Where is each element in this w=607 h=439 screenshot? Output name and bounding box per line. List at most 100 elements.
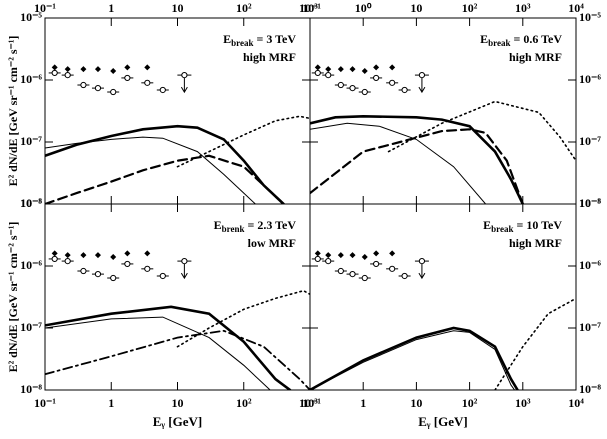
- data-point: [325, 257, 332, 265]
- curve: [310, 128, 524, 204]
- x-tick-label: 10: [410, 1, 422, 15]
- annotation-note: low MRF: [248, 236, 296, 250]
- y-tick-label: 10⁻⁶: [20, 72, 42, 86]
- x-tick-label: 10⁻¹: [34, 1, 56, 15]
- data-point: [401, 86, 408, 94]
- diamond-point: [349, 66, 356, 73]
- y-tick-label: 10⁻⁸: [20, 382, 42, 396]
- data-point: [373, 260, 380, 268]
- y-tick-label: 10⁻⁶: [579, 258, 601, 272]
- data-point: [80, 81, 87, 89]
- diamond-point: [144, 64, 151, 71]
- diamond-point: [389, 250, 396, 257]
- annotation-subscript: break: [491, 224, 513, 234]
- x-axis-label: Eᵧ [GeV]: [418, 414, 468, 429]
- data-point: [314, 69, 321, 77]
- y-tick-label: 10⁻⁸: [20, 196, 42, 210]
- diamond-point: [373, 64, 380, 71]
- annotation-text: = 2.3 TeV: [244, 218, 296, 232]
- curve: [45, 316, 271, 390]
- x-tick-label: 1: [108, 396, 114, 410]
- diamond-point: [314, 250, 321, 257]
- diamond-point: [110, 67, 117, 74]
- data-point: [349, 85, 356, 92]
- annotation-symbol: E: [214, 218, 222, 232]
- upper-limit: [181, 71, 188, 79]
- data-point: [124, 74, 131, 82]
- diamond-point: [337, 252, 344, 259]
- data-point: [325, 71, 332, 79]
- y-tick-label: 10⁻⁵: [20, 196, 42, 210]
- diamond-point: [51, 64, 58, 71]
- y-tick-label: 10⁻⁶: [579, 72, 601, 86]
- x-tick-label: 10⁻¹: [299, 396, 321, 410]
- annotation-text: = 3 TeV: [253, 32, 296, 46]
- diamond-point: [337, 66, 344, 73]
- curve: [45, 154, 285, 204]
- curves: [310, 297, 576, 390]
- x-tick-label: 10²: [462, 396, 478, 410]
- data-point: [110, 88, 117, 96]
- curve: [45, 305, 292, 390]
- x-tick-label: 10²: [462, 1, 478, 15]
- x-tick-label: 10⁰: [355, 1, 372, 15]
- y-tick-label: 10⁻⁶: [20, 258, 42, 272]
- y-axis-label: E² dN/dE [GeV sr⁻¹ cm⁻² s⁻¹]: [6, 36, 20, 187]
- curve: [176, 289, 310, 348]
- annotation-note: high MRF: [243, 50, 296, 64]
- diamond-point: [144, 250, 151, 257]
- annotation-text: = 10 TeV: [513, 218, 562, 232]
- curve: [310, 330, 516, 390]
- y-tick-label: 10⁻⁵: [579, 10, 601, 24]
- curve: [176, 115, 310, 168]
- y-tick-label: 10⁻⁸: [579, 196, 601, 210]
- curve: [310, 326, 519, 390]
- x-tick-label: 10: [410, 396, 422, 410]
- annotation-symbol: E: [480, 32, 488, 46]
- x-tick-label: 10: [172, 1, 184, 15]
- x-tick-label: 10²: [236, 1, 252, 15]
- y-tick-label: 10⁻⁷: [20, 134, 42, 148]
- y-axis-label: E² dN/dE [GeV sr⁻¹ cm⁻² s⁻¹]: [6, 222, 20, 373]
- annotation-symbol: E: [483, 218, 491, 232]
- diamond-point: [80, 252, 87, 259]
- data-point: [389, 265, 396, 272]
- x-tick-label: 10²: [236, 396, 252, 410]
- y-tick-label: 10⁻⁷: [579, 134, 601, 148]
- x-tick-label: 10³: [302, 1, 318, 15]
- data-point: [314, 255, 321, 263]
- data-point: [144, 79, 151, 86]
- data-point: [144, 265, 151, 272]
- diamond-point: [325, 252, 332, 259]
- diamond-point: [373, 250, 380, 257]
- x-tick-label: 10³: [515, 1, 531, 15]
- annotation-note: high MRF: [509, 50, 562, 64]
- data-point: [361, 274, 368, 282]
- x-tick-label: 1: [108, 1, 114, 15]
- x-tick-label: 10⁴: [568, 396, 584, 410]
- annotation-subscript: brenk: [222, 224, 245, 234]
- panel: 10⁻¹ 1 10 10² 10³ 10⁻⁸ 10⁻⁷ 10⁻⁶ 10⁻⁵E² dN/dE [G…: [6, 1, 318, 210]
- diamond-point: [389, 64, 396, 71]
- y-tick-label: 10⁻⁷: [579, 320, 601, 334]
- data-point: [110, 274, 117, 282]
- data-point: [389, 79, 396, 86]
- diamond-point: [314, 64, 321, 71]
- data-point: [64, 71, 71, 79]
- limit-arrowhead: [180, 86, 188, 94]
- annotation-symbol: E: [223, 32, 231, 46]
- data-point: [64, 257, 71, 265]
- x-axis-label: Eᵧ [GeV]: [153, 414, 203, 429]
- x-tick-label: 10⁻¹: [34, 396, 56, 410]
- data-point: [337, 81, 344, 89]
- upper-limit: [418, 71, 426, 79]
- diamond-point: [124, 250, 131, 257]
- annotation: Ebreak = 3 TeV: [223, 32, 296, 48]
- curve: [310, 114, 525, 204]
- annotation: Ebreak = 10 TeV: [483, 218, 562, 234]
- data-point: [349, 271, 356, 278]
- diamond-point: [361, 67, 368, 74]
- curve: [45, 329, 310, 390]
- y-tick-label: 10⁻⁵: [20, 10, 42, 24]
